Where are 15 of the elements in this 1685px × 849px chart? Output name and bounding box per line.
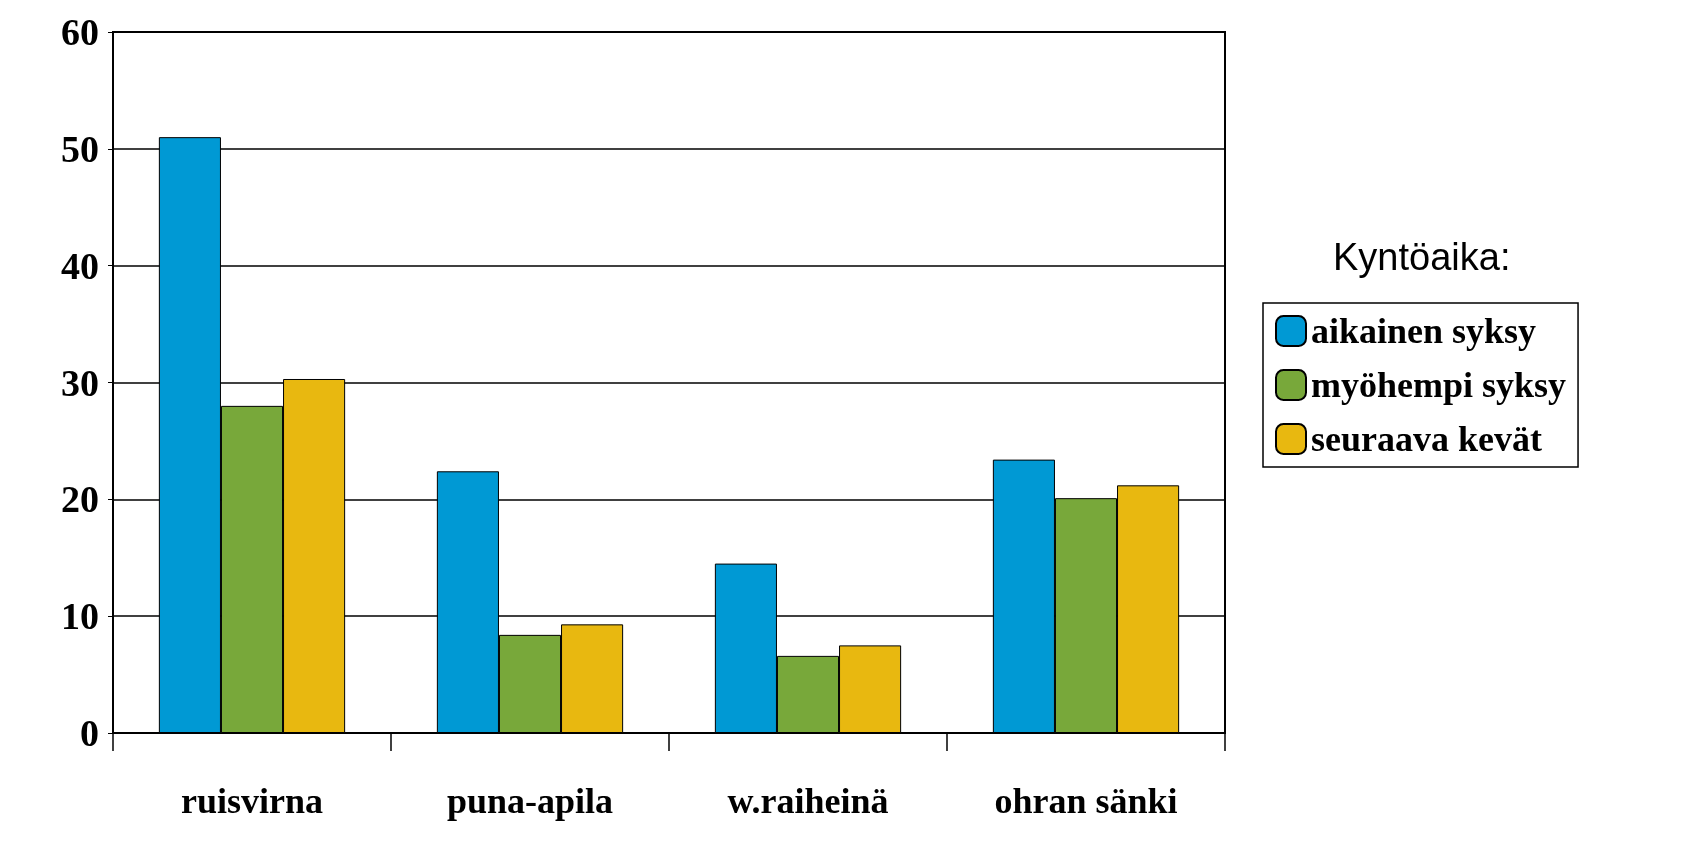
- y-tick-label: 60: [61, 11, 99, 53]
- legend-label: aikainen syksy: [1311, 311, 1537, 351]
- x-tick-label: ruisvirna: [180, 781, 324, 821]
- y-tick-label: 0: [80, 712, 99, 754]
- x-tick-label: ohran sänki: [994, 781, 1178, 821]
- x-tick-label: w.raiheinä: [727, 781, 889, 821]
- legend-title: Kyntöaika:: [1333, 236, 1511, 278]
- y-tick-label: 40: [61, 244, 99, 287]
- y-tick-label: 20: [61, 478, 99, 521]
- y-tick-label: 50: [61, 127, 99, 170]
- x-tick-label: puna-apila: [446, 781, 614, 821]
- legend-label: seuraava kevät: [1311, 419, 1542, 459]
- legend-label: myöhempi syksy: [1311, 365, 1567, 405]
- y-tick-label: 10: [61, 595, 99, 638]
- y-tick-label: 30: [61, 361, 99, 404]
